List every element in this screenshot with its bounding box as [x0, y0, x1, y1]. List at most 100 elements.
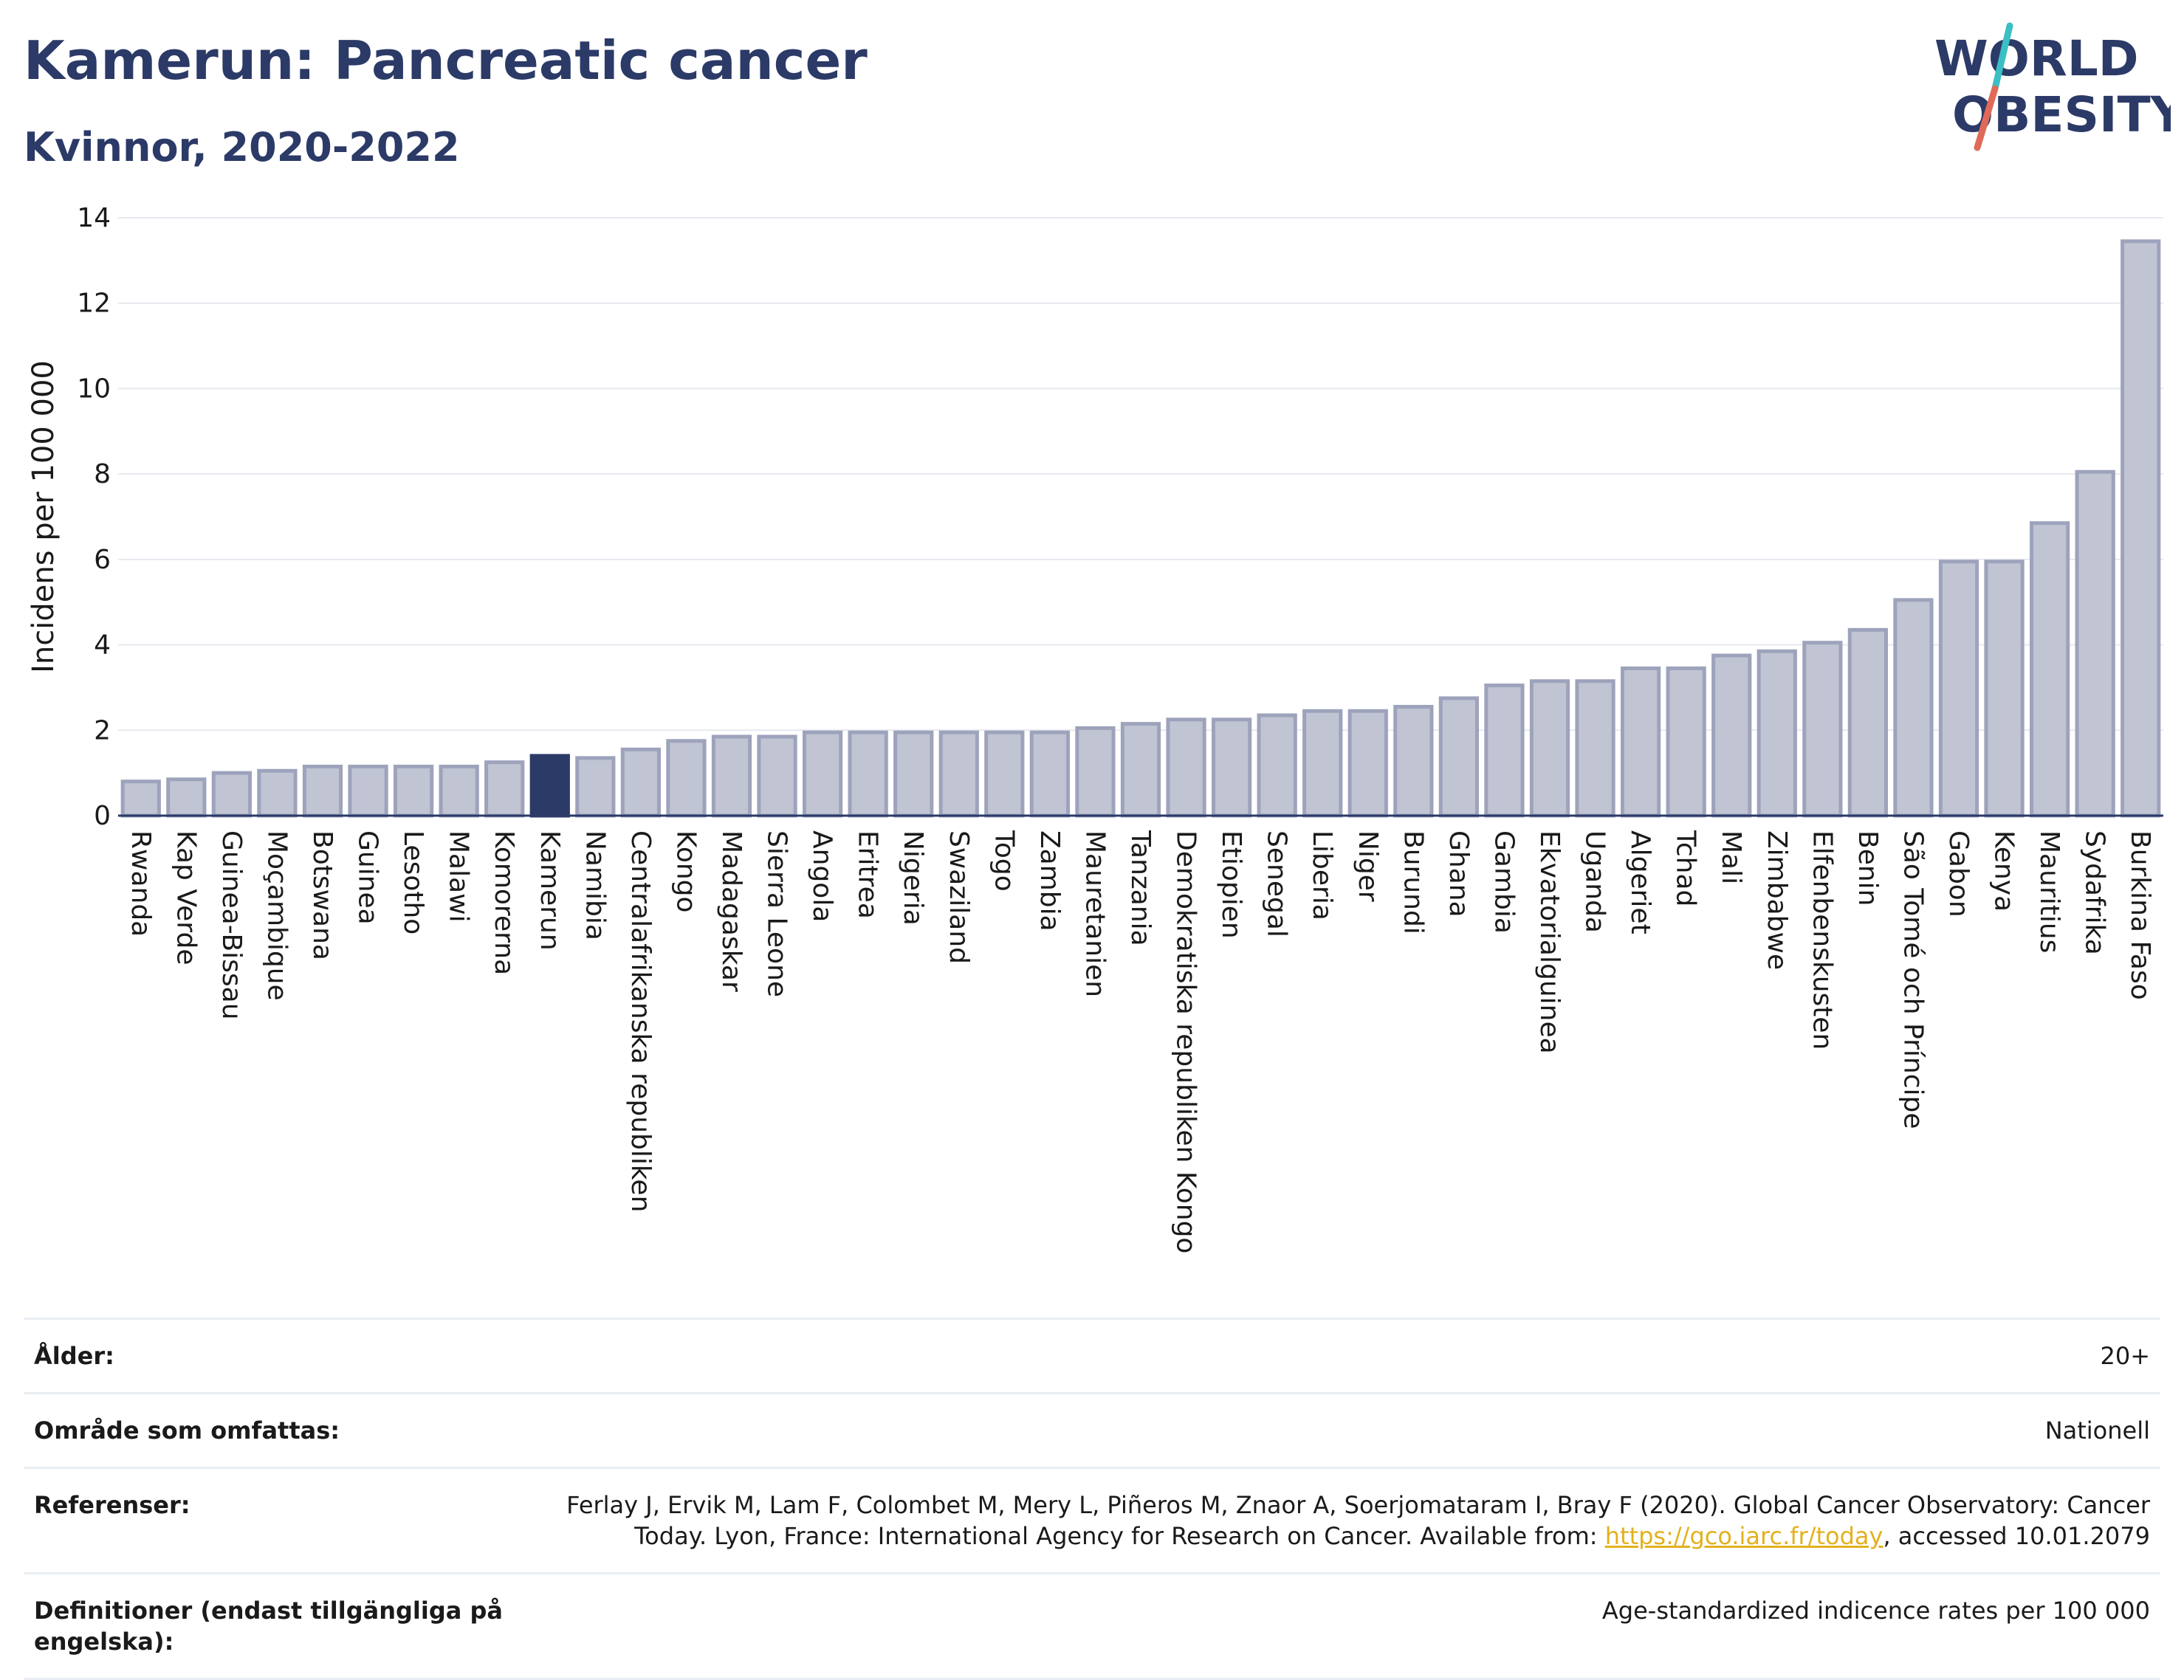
references-line1: Ferlay J, Ervik M, Lam F, Colombet M, Me… — [566, 1491, 2150, 1519]
bar — [257, 768, 298, 818]
x-category-label: Burkina Faso — [2125, 830, 2155, 1000]
x-category-label: Senegal — [1262, 830, 1292, 937]
bar — [1984, 560, 2025, 818]
x-category-label: Guinea-Bissau — [216, 830, 247, 1020]
bar — [893, 730, 934, 818]
definitions-value: Age-standardized indicence rates per 100… — [1601, 1597, 2150, 1625]
x-category-label: Demokratiska republiken Kongo — [1171, 830, 1201, 1253]
y-tick-labels: 0 2 4 6 8 10 12 14 — [77, 203, 111, 831]
x-category-label: Eritrea — [853, 830, 883, 919]
references-accessed: , accessed 10.01.2079 — [1883, 1522, 2150, 1550]
bar — [1757, 649, 1797, 818]
age-label: Ålder: — [34, 1342, 114, 1370]
bar — [2075, 469, 2115, 818]
bars — [120, 239, 2161, 818]
x-category-label: Etiopien — [1216, 830, 1246, 939]
x-category-label: Gambia — [1488, 830, 1519, 934]
bar — [575, 756, 616, 818]
x-category-label: Komorerna — [489, 830, 519, 975]
area-value: Nationell — [2044, 1416, 2150, 1445]
x-category-label: Kongo — [670, 830, 701, 913]
bar — [166, 777, 207, 818]
bar — [938, 730, 979, 818]
bar — [1620, 666, 1661, 818]
bar — [1484, 684, 1525, 818]
x-category-label: Guinea — [353, 830, 383, 925]
y-tick-label: 2 — [94, 715, 111, 746]
bar — [2029, 521, 2070, 818]
bar — [757, 734, 797, 818]
y-tick-label: 12 — [77, 289, 111, 319]
bar — [984, 730, 1025, 818]
x-category-label: Centralafrikanska republiken — [625, 830, 656, 1212]
x-category-label: Elfenbenskusten — [1807, 830, 1837, 1050]
bar — [1211, 717, 1252, 818]
bar — [120, 779, 161, 818]
bar — [1893, 598, 1934, 818]
x-category-label: Sierra Leone — [762, 830, 792, 997]
bar — [848, 730, 888, 818]
x-category-label: Namibia — [580, 830, 610, 940]
x-category-label: Mauretanien — [1079, 830, 1110, 997]
x-category-label: Ghana — [1443, 830, 1474, 918]
x-category-label: Niger — [1353, 830, 1383, 902]
x-category-label: Mali — [1716, 830, 1746, 884]
y-tick-label: 10 — [77, 373, 111, 404]
x-category-label: Nigeria — [898, 830, 928, 926]
bar — [711, 734, 752, 818]
bar — [1802, 641, 1843, 818]
references-line2: Today. Lyon, France: International Agenc… — [634, 1522, 1605, 1550]
y-tick-label: 6 — [94, 545, 111, 575]
bar — [1075, 726, 1116, 818]
x-category-label: São Tomé och Príncipe — [1898, 830, 1928, 1129]
bar — [439, 764, 479, 818]
y-tick-label: 8 — [94, 459, 111, 489]
x-category-label: Mauritius — [2034, 830, 2064, 953]
bar — [1257, 713, 1297, 818]
y-axis-title: Incidens per 100 000 — [27, 360, 61, 673]
info-row-age: Ålder: 20+ — [24, 1318, 2160, 1392]
bar — [302, 764, 343, 818]
bar-chart: 0 2 4 6 8 10 12 14 Incidens per 100 000 Rwanda K… — [27, 203, 2163, 1253]
references-value: Ferlay J, Ervik M, Lam F, Colombet M, Me… — [551, 1490, 2150, 1552]
x-category-label: Burundi — [1398, 830, 1428, 934]
bar — [393, 764, 434, 818]
page-title: Kamerun: Pancreatic cancer — [24, 30, 868, 92]
x-category-label: Zambia — [1034, 830, 1065, 932]
logo-text-world: WORLD — [1934, 30, 2139, 87]
area-label: Område som omfattas: — [34, 1416, 340, 1445]
references-link[interactable]: https://gco.iarc.fr/today — [1604, 1522, 1883, 1550]
x-category-label: Tanzania — [1125, 830, 1155, 946]
bar — [1029, 730, 1071, 818]
x-category-label: Liberia — [1307, 830, 1337, 920]
x-category-label: Angola — [807, 830, 837, 922]
x-category-label: Gabon — [1943, 830, 1974, 918]
bar — [484, 760, 525, 818]
bar — [1120, 722, 1161, 818]
x-category-label: Madagaskar — [716, 830, 746, 992]
bar — [2121, 239, 2161, 818]
bar — [1938, 560, 1979, 818]
age-value: 20+ — [2100, 1342, 2150, 1370]
info-row-references: Referenser: Ferlay J, Ervik M, Lam F, Co… — [24, 1467, 2160, 1572]
x-category-label: Zimbabwe — [1762, 830, 1792, 970]
x-category-labels: Rwanda Kap Verde Guinea-Bissau Moçambique Bo… — [126, 830, 2155, 1253]
bar — [1347, 709, 1388, 818]
x-category-label: Togo — [989, 830, 1019, 892]
bar — [802, 730, 843, 818]
bar — [1166, 717, 1206, 818]
bar — [1393, 704, 1434, 818]
x-category-label: Botswana — [307, 830, 337, 960]
x-category-label: Moçambique — [261, 830, 292, 1001]
bar — [1847, 627, 1889, 818]
bar — [1711, 653, 1752, 818]
x-category-label: Algeriet — [1625, 830, 1655, 934]
page-subtitle: Kvinnor, 2020-2022 — [24, 124, 460, 171]
references-label: Referenser: — [34, 1491, 190, 1519]
y-tick-label: 0 — [94, 801, 111, 831]
info-row-area: Område som omfattas: Nationell — [24, 1392, 2160, 1467]
x-category-label: Lesotho — [398, 830, 428, 934]
x-category-label: Malawi — [444, 830, 474, 923]
bar — [1666, 666, 1706, 818]
info-table: Ålder: 20+ Område som omfattas: Nationel… — [24, 1318, 2160, 1680]
